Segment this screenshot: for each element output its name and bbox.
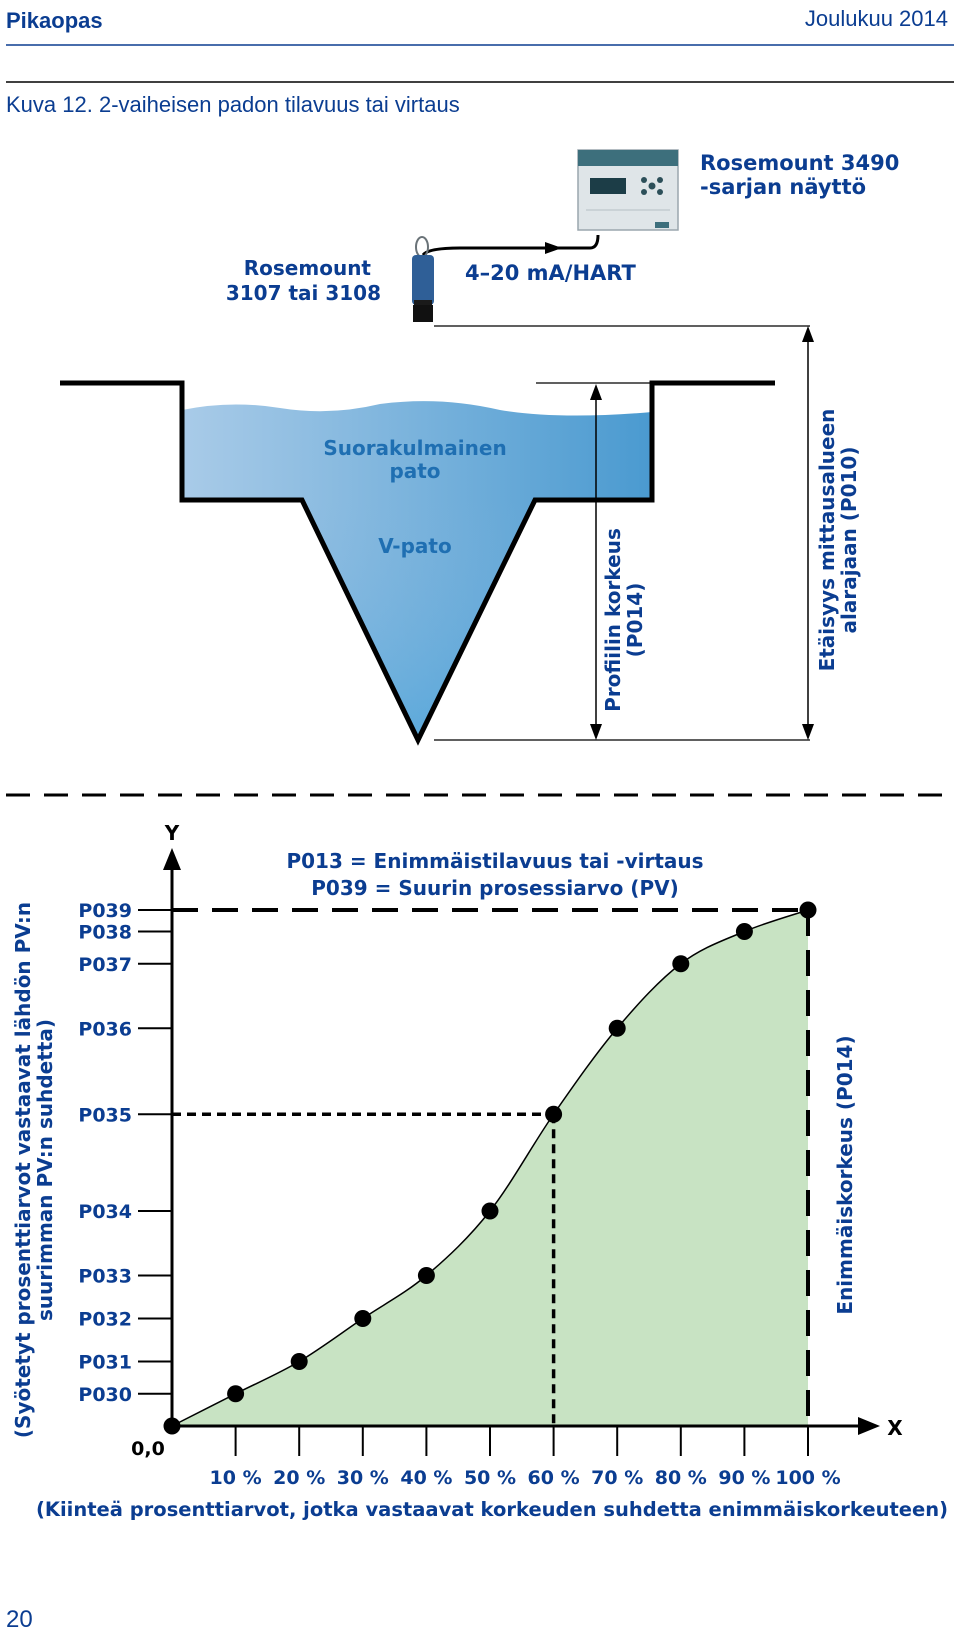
header-date: Joulukuu 2014 — [804, 6, 948, 31]
weir-channel-outline — [60, 380, 775, 746]
distance-label-line1: Etäisyys mittausalueen — [815, 409, 839, 672]
data-point — [481, 1202, 499, 1220]
chart-annotation-line2: P039 = Suurin prosessiarvo (PV) — [311, 876, 678, 900]
data-point — [545, 1105, 563, 1123]
data-point — [672, 955, 690, 973]
v-weir-label: V-pato — [378, 534, 451, 558]
y-axis-title-line2: suurimman PV:n suhdetta) — [33, 1019, 57, 1321]
curve-area-fill — [172, 910, 808, 1426]
signal-cable — [421, 234, 600, 257]
y-axis-title-line1: (Syötetyt prosenttiarvot vastaavat lähdö… — [11, 902, 35, 1438]
y-tick-label: P035 — [78, 1104, 132, 1126]
data-point — [417, 1267, 435, 1284]
display-label-line1: Rosemount 3490 — [700, 151, 899, 175]
x-tick-label: 10 % — [210, 1467, 262, 1489]
data-point — [799, 901, 817, 919]
y-tick-label: P036 — [78, 1018, 132, 1040]
y-tick-label: P030 — [78, 1384, 132, 1406]
max-height-label: Enimmäiskorkeus (P014) — [833, 1035, 857, 1314]
x-tick-label: 30 % — [337, 1467, 389, 1489]
data-point — [735, 923, 753, 940]
y-tick-label: P033 — [78, 1266, 132, 1288]
profile-height-label-line1: Profiilin korkeus — [601, 528, 625, 712]
transmitter-sensor — [412, 236, 434, 322]
x-tick-label: 70 % — [591, 1467, 643, 1489]
data-point — [290, 1353, 308, 1370]
x-axis-arrowhead — [858, 1417, 880, 1435]
signal-arrow — [545, 242, 562, 254]
chart-annotation-line1: P013 = Enimmäistilavuus tai -virtaus — [286, 849, 703, 873]
x-tick-label: 20 % — [273, 1467, 325, 1489]
x-tick-label: 40 % — [400, 1467, 452, 1489]
x-axis-letter: X — [887, 1416, 903, 1440]
x-tick-label: 60 % — [528, 1467, 580, 1489]
y-axis-letter: Y — [164, 821, 180, 845]
y-tick-label: P037 — [78, 954, 132, 976]
distance-label-line2: alarajaan (P010) — [837, 447, 861, 634]
transmitter-label-line1: Rosemount — [244, 256, 372, 280]
data-point — [227, 1385, 245, 1403]
header-guide-title: Pikaopas — [6, 8, 103, 33]
display-unit — [577, 149, 679, 231]
x-tick-label: 90 % — [718, 1467, 770, 1489]
y-axis-arrowhead — [163, 848, 181, 870]
display-label-line2: -sarjan näyttö — [700, 175, 866, 199]
rect-weir-label-line1: Suorakulmainen — [323, 436, 506, 460]
y-tick-label: P034 — [78, 1201, 132, 1223]
y-tick-label: P032 — [78, 1309, 132, 1331]
rect-weir-label-line2: pato — [389, 459, 440, 483]
data-point — [163, 1417, 181, 1435]
x-tick-label: 80 % — [655, 1467, 707, 1489]
x-tick-label: 100 % — [775, 1467, 840, 1489]
signal-label: 4–20 mA/HART — [465, 261, 637, 285]
chart: Y X 0,0 P030 P031 P032 P033 P034 P035 P036 P037 P03… — [11, 821, 948, 1521]
page-number: 20 — [6, 1606, 33, 1633]
origin-label: 0,0 — [131, 1438, 165, 1460]
y-tick-label: P038 — [78, 922, 132, 944]
transmitter-label-line2: 3107 tai 3108 — [226, 281, 381, 305]
data-point — [354, 1310, 372, 1327]
x-tick-label: 50 % — [464, 1467, 516, 1489]
data-point — [608, 1019, 626, 1037]
y-tick-label: P039 — [78, 900, 132, 922]
figure-title: Kuva 12. 2-vaiheisen padon tilavuus tai … — [6, 92, 460, 117]
y-tick-label: P031 — [78, 1352, 132, 1374]
profile-height-label-line2: (P014) — [623, 583, 647, 658]
x-axis-title: (Kiinteä prosenttiarvot, jotka vastaavat… — [36, 1498, 948, 1521]
curve-line — [171, 909, 809, 1427]
v-notch-water — [302, 500, 535, 740]
